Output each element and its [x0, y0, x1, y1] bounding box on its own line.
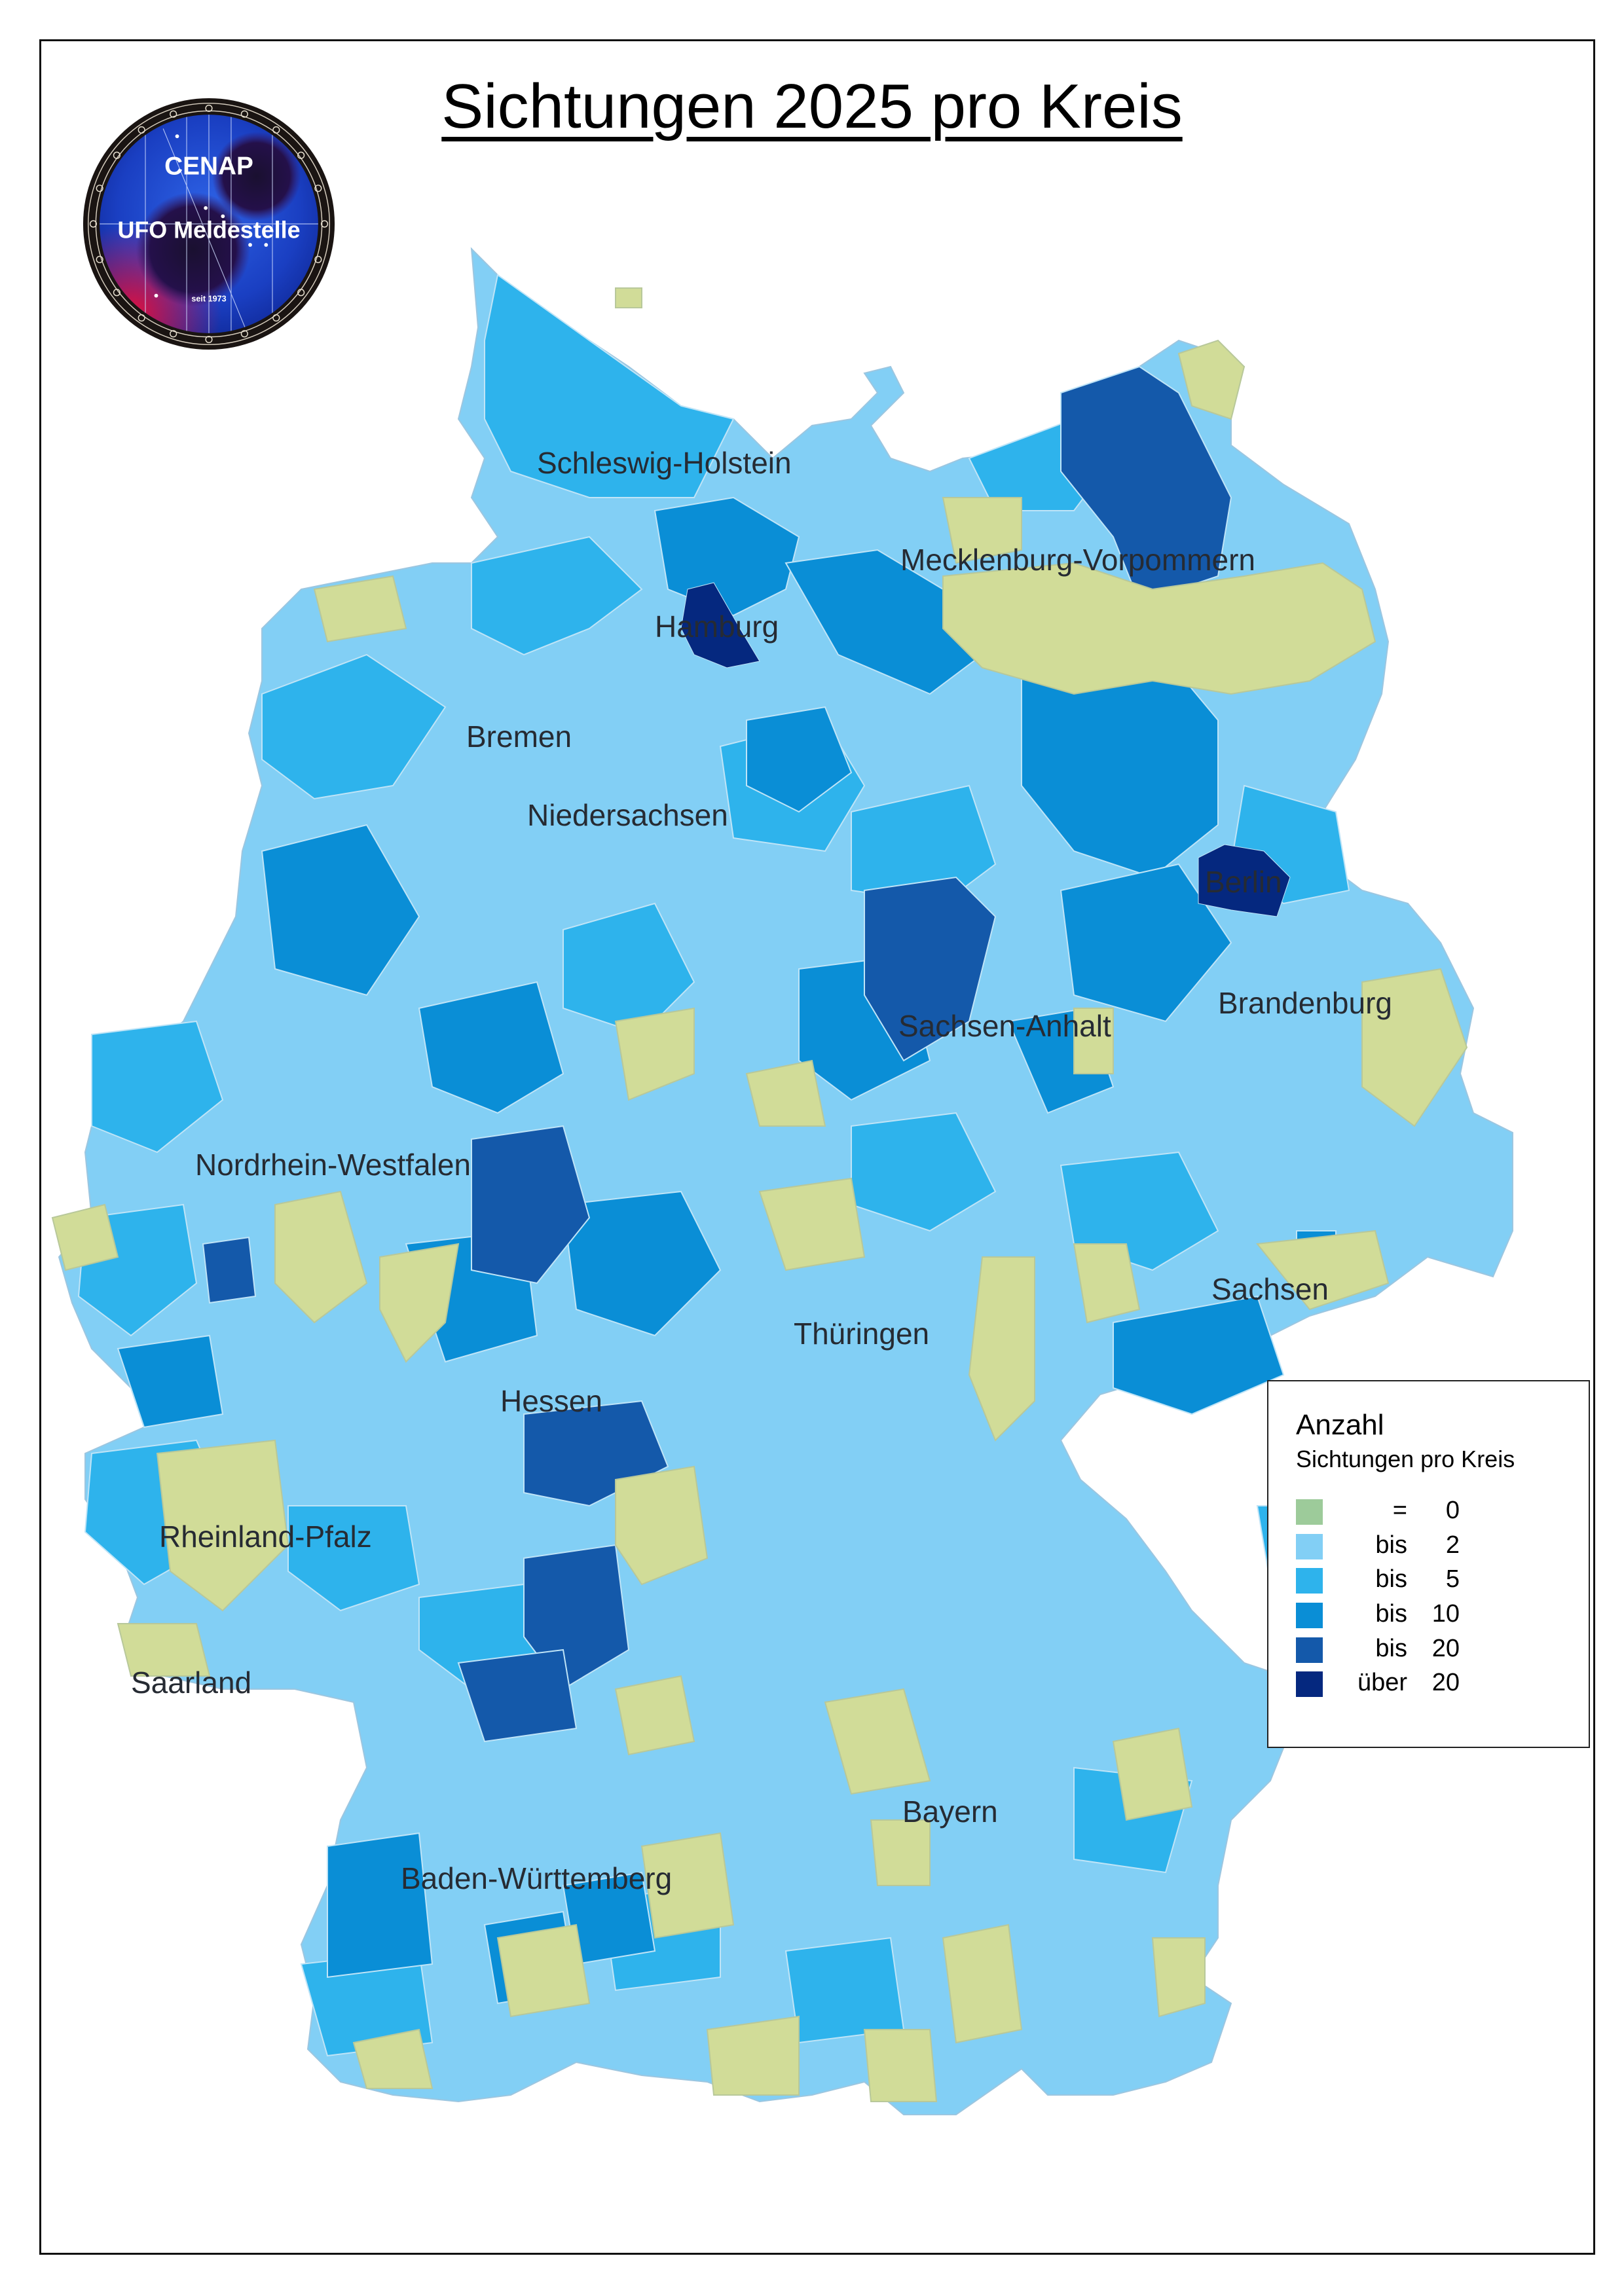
legend-item-ueber20: über 20: [1296, 1669, 1558, 1698]
state-label-bayern: Bayern: [902, 1795, 998, 1829]
state-label-thueringen: Thüringen: [794, 1317, 930, 1351]
legend-subtitle: Sichtungen pro Kreis: [1296, 1446, 1515, 1472]
state-label-saarland: Saarland: [131, 1666, 252, 1700]
legend-swatch-ueber20: [1296, 1671, 1323, 1697]
legend-operator: bis: [1375, 1635, 1407, 1662]
legend-item-bis5: bis 5: [1296, 1565, 1558, 1594]
legend-value: 5: [1445, 1565, 1460, 1593]
legend-operator: =: [1392, 1497, 1407, 1524]
map-title: Sichtungen 2025 pro Kreis: [441, 71, 1183, 141]
state-label-brandenburg: Brandenburg: [1218, 986, 1392, 1020]
legend-value: 2: [1445, 1531, 1460, 1559]
state-label-berlin: Berlin: [1205, 865, 1282, 899]
page-frame: [39, 39, 1595, 2255]
state-label-bremen: Bremen: [466, 720, 572, 754]
state-label-hamburg: Hamburg: [655, 610, 779, 644]
state-label-schleswig-holstein: Schleswig-Holstein: [537, 446, 792, 480]
state-label-nordrhein-westfalen: Nordrhein-Westfalen: [195, 1148, 471, 1182]
state-label-hessen: Hessen: [500, 1384, 602, 1418]
state-label-baden-wuerttemberg: Baden-Württemberg: [401, 1861, 673, 1895]
state-label-sachsen-anhalt: Sachsen-Anhalt: [898, 1009, 1111, 1043]
legend-item-bis10: bis 10: [1296, 1600, 1558, 1629]
legend-value: 20: [1431, 1669, 1460, 1696]
state-label-mecklenburg-vorpommern: Mecklenburg-Vorpommern: [900, 543, 1256, 577]
region-hamburg: [680, 582, 760, 668]
legend-operator: bis: [1375, 1600, 1407, 1628]
legend-item-zero: = 0: [1296, 1497, 1558, 1525]
class-ueber20-regions: [680, 582, 1291, 917]
legend-swatch-bis20: [1296, 1637, 1323, 1663]
legend-value: 10: [1431, 1600, 1460, 1628]
legend-value: 0: [1445, 1497, 1460, 1524]
legend-title: Anzahl: [1296, 1409, 1384, 1441]
legend-swatch-bis10: [1296, 1603, 1323, 1628]
legend-value: 20: [1431, 1635, 1460, 1662]
legend-item-bis2: bis 2: [1296, 1531, 1558, 1560]
state-label-niedersachsen: Niedersachsen: [527, 798, 728, 832]
class-zero-regions: [51, 287, 1468, 2102]
logo-text-meldestelle: UFO Meldestelle: [117, 217, 300, 243]
state-label-sachsen: Sachsen: [1211, 1272, 1329, 1306]
legend-operator: bis: [1375, 1565, 1407, 1593]
region-berlin: [1198, 844, 1291, 917]
map-legend: Anzahl Sichtungen pro Kreis = 0 bis 2 bi…: [1267, 1380, 1590, 1748]
logo-text-cenap: CENAP: [164, 152, 253, 180]
cenap-logo: CENAP UFO Meldestelle seit 1973: [83, 98, 335, 350]
legend-item-bis20: bis 20: [1296, 1635, 1558, 1664]
legend-swatch-bis5: [1296, 1568, 1323, 1594]
state-label-rheinland-pfalz: Rheinland-Pfalz: [159, 1520, 372, 1554]
legend-operator: bis: [1375, 1531, 1407, 1559]
legend-swatch-zero: [1296, 1499, 1323, 1525]
germany-choropleth-map: [51, 247, 1513, 2115]
logo-text-since: seit 1973: [191, 294, 226, 303]
class-bis20-regions: [202, 365, 1232, 1998]
legend-swatch-bis2: [1296, 1534, 1323, 1559]
legend-operator: über: [1357, 1669, 1407, 1696]
